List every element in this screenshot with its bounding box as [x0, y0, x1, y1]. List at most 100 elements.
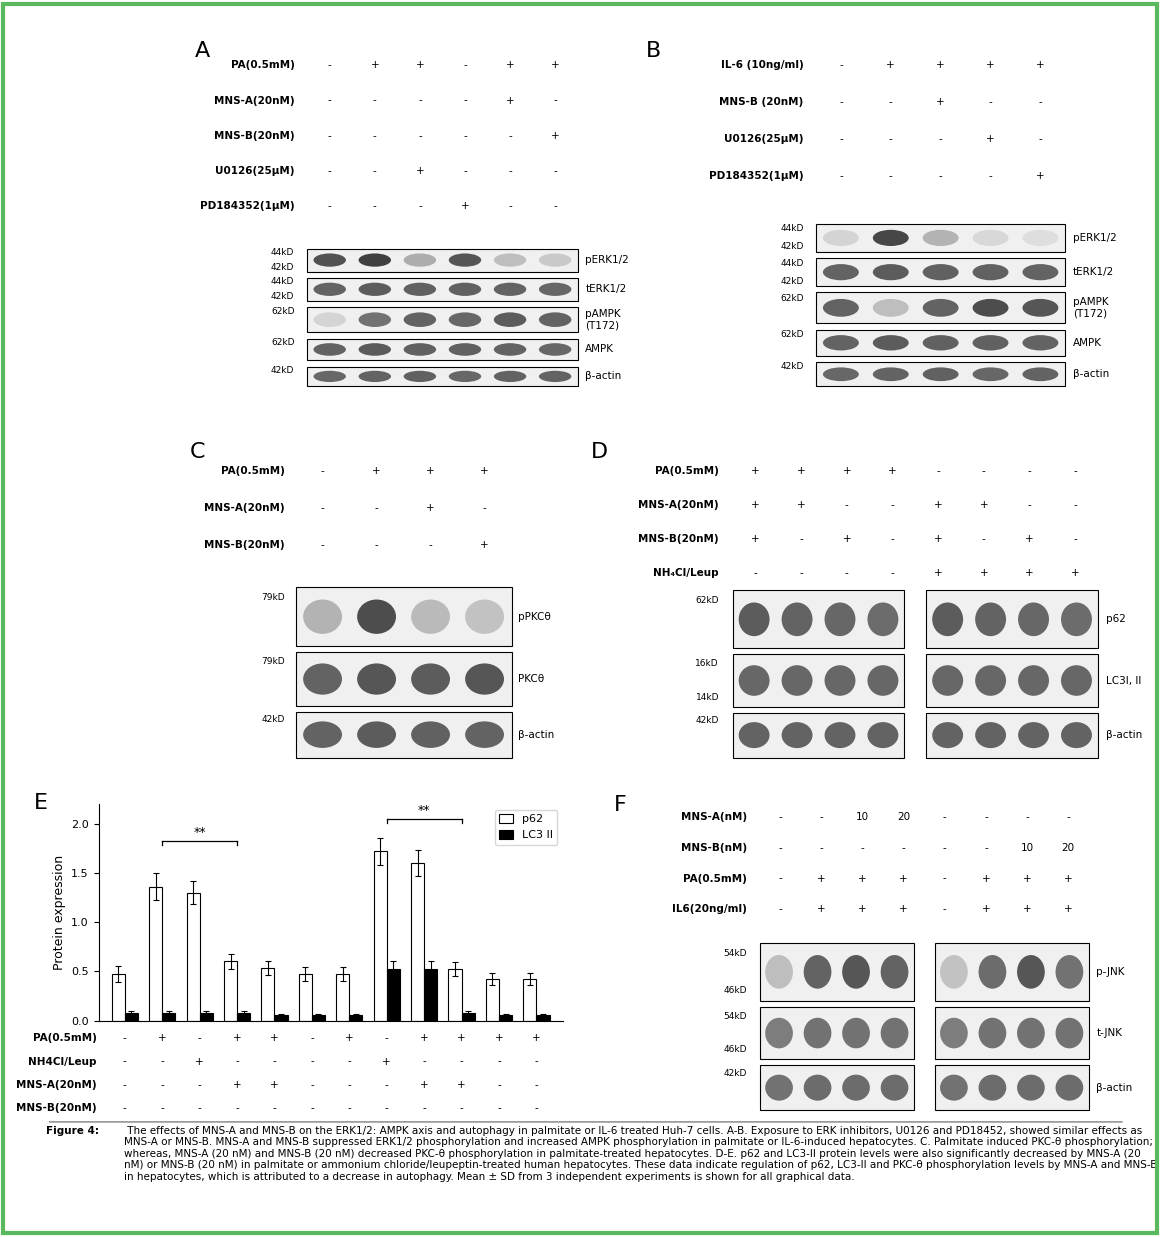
Ellipse shape — [822, 367, 858, 381]
Text: -: - — [328, 95, 332, 105]
Ellipse shape — [872, 299, 908, 317]
Text: -: - — [463, 95, 466, 105]
Text: +: + — [1064, 904, 1072, 914]
Text: -: - — [123, 1033, 126, 1043]
Text: -: - — [348, 1103, 351, 1113]
Text: -: - — [273, 1056, 276, 1066]
Text: +: + — [195, 1056, 204, 1066]
Text: -: - — [463, 166, 466, 176]
Text: PA(0.5mM): PA(0.5mM) — [683, 873, 747, 883]
Bar — [125, 1013, 138, 1021]
Text: -: - — [375, 541, 378, 550]
Ellipse shape — [822, 230, 858, 246]
Text: +: + — [426, 503, 435, 513]
Text: +: + — [551, 61, 559, 71]
Text: 54kD: 54kD — [723, 1012, 747, 1021]
Bar — [486, 980, 499, 1021]
Bar — [374, 851, 386, 1021]
Text: -: - — [235, 1056, 239, 1066]
Bar — [760, 1007, 914, 1059]
Text: -: - — [508, 131, 512, 141]
Text: 42kD: 42kD — [261, 715, 284, 725]
Ellipse shape — [976, 602, 1006, 636]
Bar — [307, 339, 578, 360]
Bar — [307, 307, 578, 333]
Text: pAMPK
(T172): pAMPK (T172) — [586, 309, 621, 330]
Text: +: + — [934, 500, 942, 510]
Text: +: + — [752, 466, 760, 476]
Bar — [275, 1014, 288, 1021]
Ellipse shape — [933, 602, 963, 636]
Ellipse shape — [404, 283, 436, 296]
Text: -: - — [498, 1103, 501, 1113]
Bar — [935, 1007, 1089, 1059]
Text: -: - — [553, 166, 557, 176]
Bar — [237, 1013, 251, 1021]
Ellipse shape — [404, 371, 436, 382]
Text: -: - — [820, 813, 824, 823]
Ellipse shape — [1018, 602, 1049, 636]
Ellipse shape — [922, 230, 958, 246]
Text: +: + — [506, 95, 514, 105]
Text: 16kD: 16kD — [695, 659, 719, 668]
Text: -: - — [418, 202, 422, 212]
Text: MNS-A(20nM): MNS-A(20nM) — [204, 503, 284, 513]
Ellipse shape — [449, 313, 481, 327]
Text: +: + — [551, 131, 559, 141]
Text: -: - — [320, 503, 325, 513]
Text: -: - — [385, 1080, 389, 1090]
Text: -: - — [463, 61, 466, 71]
Bar — [935, 943, 1089, 1001]
Ellipse shape — [825, 602, 855, 636]
Ellipse shape — [972, 299, 1008, 317]
Text: +: + — [415, 166, 425, 176]
Ellipse shape — [1017, 1018, 1045, 1049]
Text: pAMPK
(T172): pAMPK (T172) — [1073, 297, 1109, 319]
Text: -: - — [1038, 135, 1043, 145]
Ellipse shape — [825, 722, 855, 748]
Bar — [187, 893, 200, 1021]
Text: β-actin: β-actin — [519, 730, 554, 740]
Text: -: - — [197, 1033, 202, 1043]
Text: -: - — [553, 95, 557, 105]
Text: 42kD: 42kD — [696, 716, 719, 725]
Text: 44kD: 44kD — [271, 249, 295, 257]
Ellipse shape — [1061, 722, 1092, 748]
Ellipse shape — [494, 313, 527, 327]
Text: -: - — [839, 61, 843, 71]
Bar — [733, 713, 905, 757]
Text: E: E — [34, 793, 48, 813]
Text: NH₄Cl/Leup: NH₄Cl/Leup — [653, 568, 719, 578]
Text: 42kD: 42kD — [271, 292, 295, 301]
Text: p-JNK: p-JNK — [1096, 967, 1125, 977]
Text: -: - — [839, 172, 843, 182]
Text: U0126(25μM): U0126(25μM) — [215, 166, 295, 176]
Text: MNS-A(20nM): MNS-A(20nM) — [16, 1080, 96, 1090]
Ellipse shape — [922, 299, 958, 317]
Bar — [815, 362, 1065, 386]
Text: -: - — [984, 813, 988, 823]
Bar — [733, 590, 905, 648]
Text: +: + — [345, 1033, 354, 1043]
Text: -: - — [1028, 500, 1031, 510]
Ellipse shape — [313, 283, 346, 296]
Ellipse shape — [1022, 299, 1058, 317]
Text: β-actin: β-actin — [1107, 730, 1143, 740]
Text: **: ** — [418, 804, 430, 816]
Bar — [386, 970, 400, 1021]
Text: -: - — [943, 842, 947, 854]
Text: +: + — [858, 873, 867, 883]
Ellipse shape — [465, 663, 503, 695]
Ellipse shape — [357, 663, 396, 695]
Text: p62: p62 — [1107, 615, 1126, 625]
Ellipse shape — [494, 343, 527, 356]
Text: +: + — [842, 534, 851, 544]
Text: A: A — [195, 41, 210, 61]
Text: +: + — [979, 568, 988, 578]
Ellipse shape — [922, 263, 958, 281]
Text: -: - — [1025, 813, 1029, 823]
Ellipse shape — [1022, 367, 1058, 381]
Text: +: + — [480, 541, 488, 550]
Text: +: + — [506, 61, 514, 71]
Ellipse shape — [880, 955, 908, 988]
